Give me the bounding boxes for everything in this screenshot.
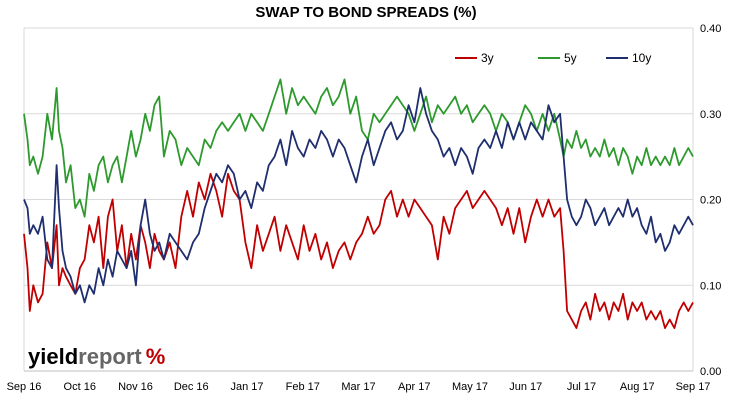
axis-layer: 0.00 0.10 0.20 0.30 0.40 Sep 16 Oct 16 Nov 16 De… [7, 23, 722, 393]
x-tick-label: Apr 17 [398, 381, 430, 393]
x-tick-label: Oct 16 [64, 381, 96, 393]
logo-wordmark: yieldreport% [28, 344, 165, 369]
y-tick-label: 0.00 [700, 366, 721, 378]
series-layer [23, 78, 694, 329]
legend-label-5y: 5y [564, 51, 577, 65]
chart-title: SWAP TO BOND SPREADS (%) [255, 4, 477, 21]
series-line-10y [23, 87, 694, 304]
x-tick-label: Jun 17 [509, 381, 542, 393]
x-tick-label: Sep 17 [676, 381, 711, 393]
y-tick-label: 0.40 [700, 23, 721, 35]
yieldreport-logo: yieldreport% [28, 344, 165, 369]
grid-layer [23, 27, 694, 372]
percent-icon: % [146, 344, 166, 369]
legend-label-10y: 10y [632, 51, 651, 65]
x-tick-label: Aug 17 [620, 381, 655, 393]
logo-word-report: report [78, 344, 142, 369]
legend: 3y 5y 10y [455, 51, 651, 65]
series-line-5y [23, 78, 694, 218]
x-tick-label: Sep 16 [7, 381, 42, 393]
x-tick-label: Nov 16 [118, 381, 153, 393]
y-tick-label: 0.20 [700, 195, 721, 207]
x-tick-label: Jan 17 [230, 381, 263, 393]
x-tick-label: May 17 [452, 381, 488, 393]
y-tick-label: 0.10 [700, 280, 721, 292]
legend-label-3y: 3y [481, 51, 494, 65]
x-tick-label: Dec 16 [174, 381, 209, 393]
x-tick-label: Jul 17 [567, 381, 596, 393]
y-tick-label: 0.30 [700, 109, 721, 121]
x-tick-label: Mar 17 [341, 381, 375, 393]
logo-word-yield: yield [28, 344, 78, 369]
series-line-3y [23, 172, 694, 329]
x-tick-label: Feb 17 [286, 381, 320, 393]
